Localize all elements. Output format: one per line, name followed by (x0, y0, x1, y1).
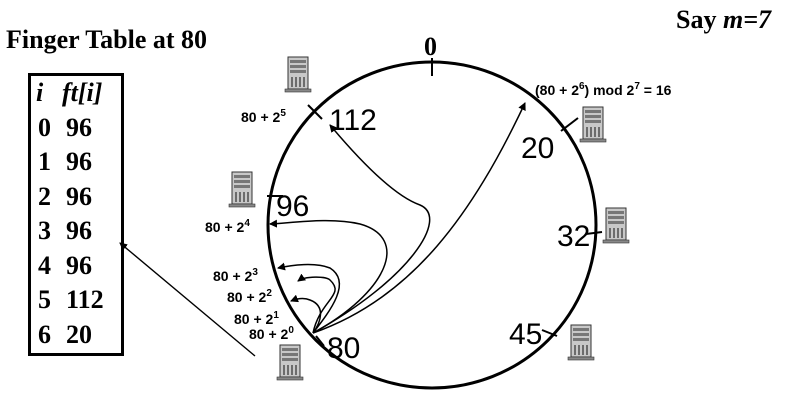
mod-label: (80 + 26) mod 27 = 16 (535, 81, 672, 98)
finger-label: 80 + 23 (213, 267, 258, 284)
server-icon (276, 344, 304, 381)
node-label: 32 (557, 220, 590, 253)
finger-table-header: i ft[i] (36, 78, 103, 107)
finger-label: 80 + 25 (241, 108, 286, 125)
table-row: 2 96 (38, 182, 92, 211)
table-row: 0 96 (38, 113, 92, 142)
m-parameter: Say m=7 (676, 5, 772, 34)
table-row: 1 96 (38, 147, 92, 176)
server-icon (602, 207, 630, 244)
page-title: Finger Table at 80 (6, 25, 208, 54)
finger-table-box (28, 73, 124, 356)
server-icon (228, 171, 256, 208)
finger-arrows (269, 102, 526, 334)
finger-label: 80 + 21 (234, 310, 279, 327)
server-icon (567, 324, 595, 361)
finger-label: 80 + 22 (227, 288, 272, 305)
node-label: 45 (509, 318, 542, 351)
table-row: 3 96 (38, 216, 92, 245)
server-icon (284, 56, 312, 93)
node-label: 96 (276, 190, 309, 223)
finger-label: 80 + 24 (205, 218, 250, 235)
node-label: 20 (521, 132, 554, 165)
table-row: 5 112 (38, 285, 104, 314)
node-label: 80 (327, 332, 360, 365)
server-icon (579, 106, 607, 143)
table-row: 6 20 (38, 320, 92, 349)
finger-label: 80 + 20 (249, 325, 294, 342)
table-row: 4 96 (38, 251, 92, 280)
table-pointer-arrow (119, 242, 256, 357)
ring-label-0: 0 (424, 32, 437, 61)
